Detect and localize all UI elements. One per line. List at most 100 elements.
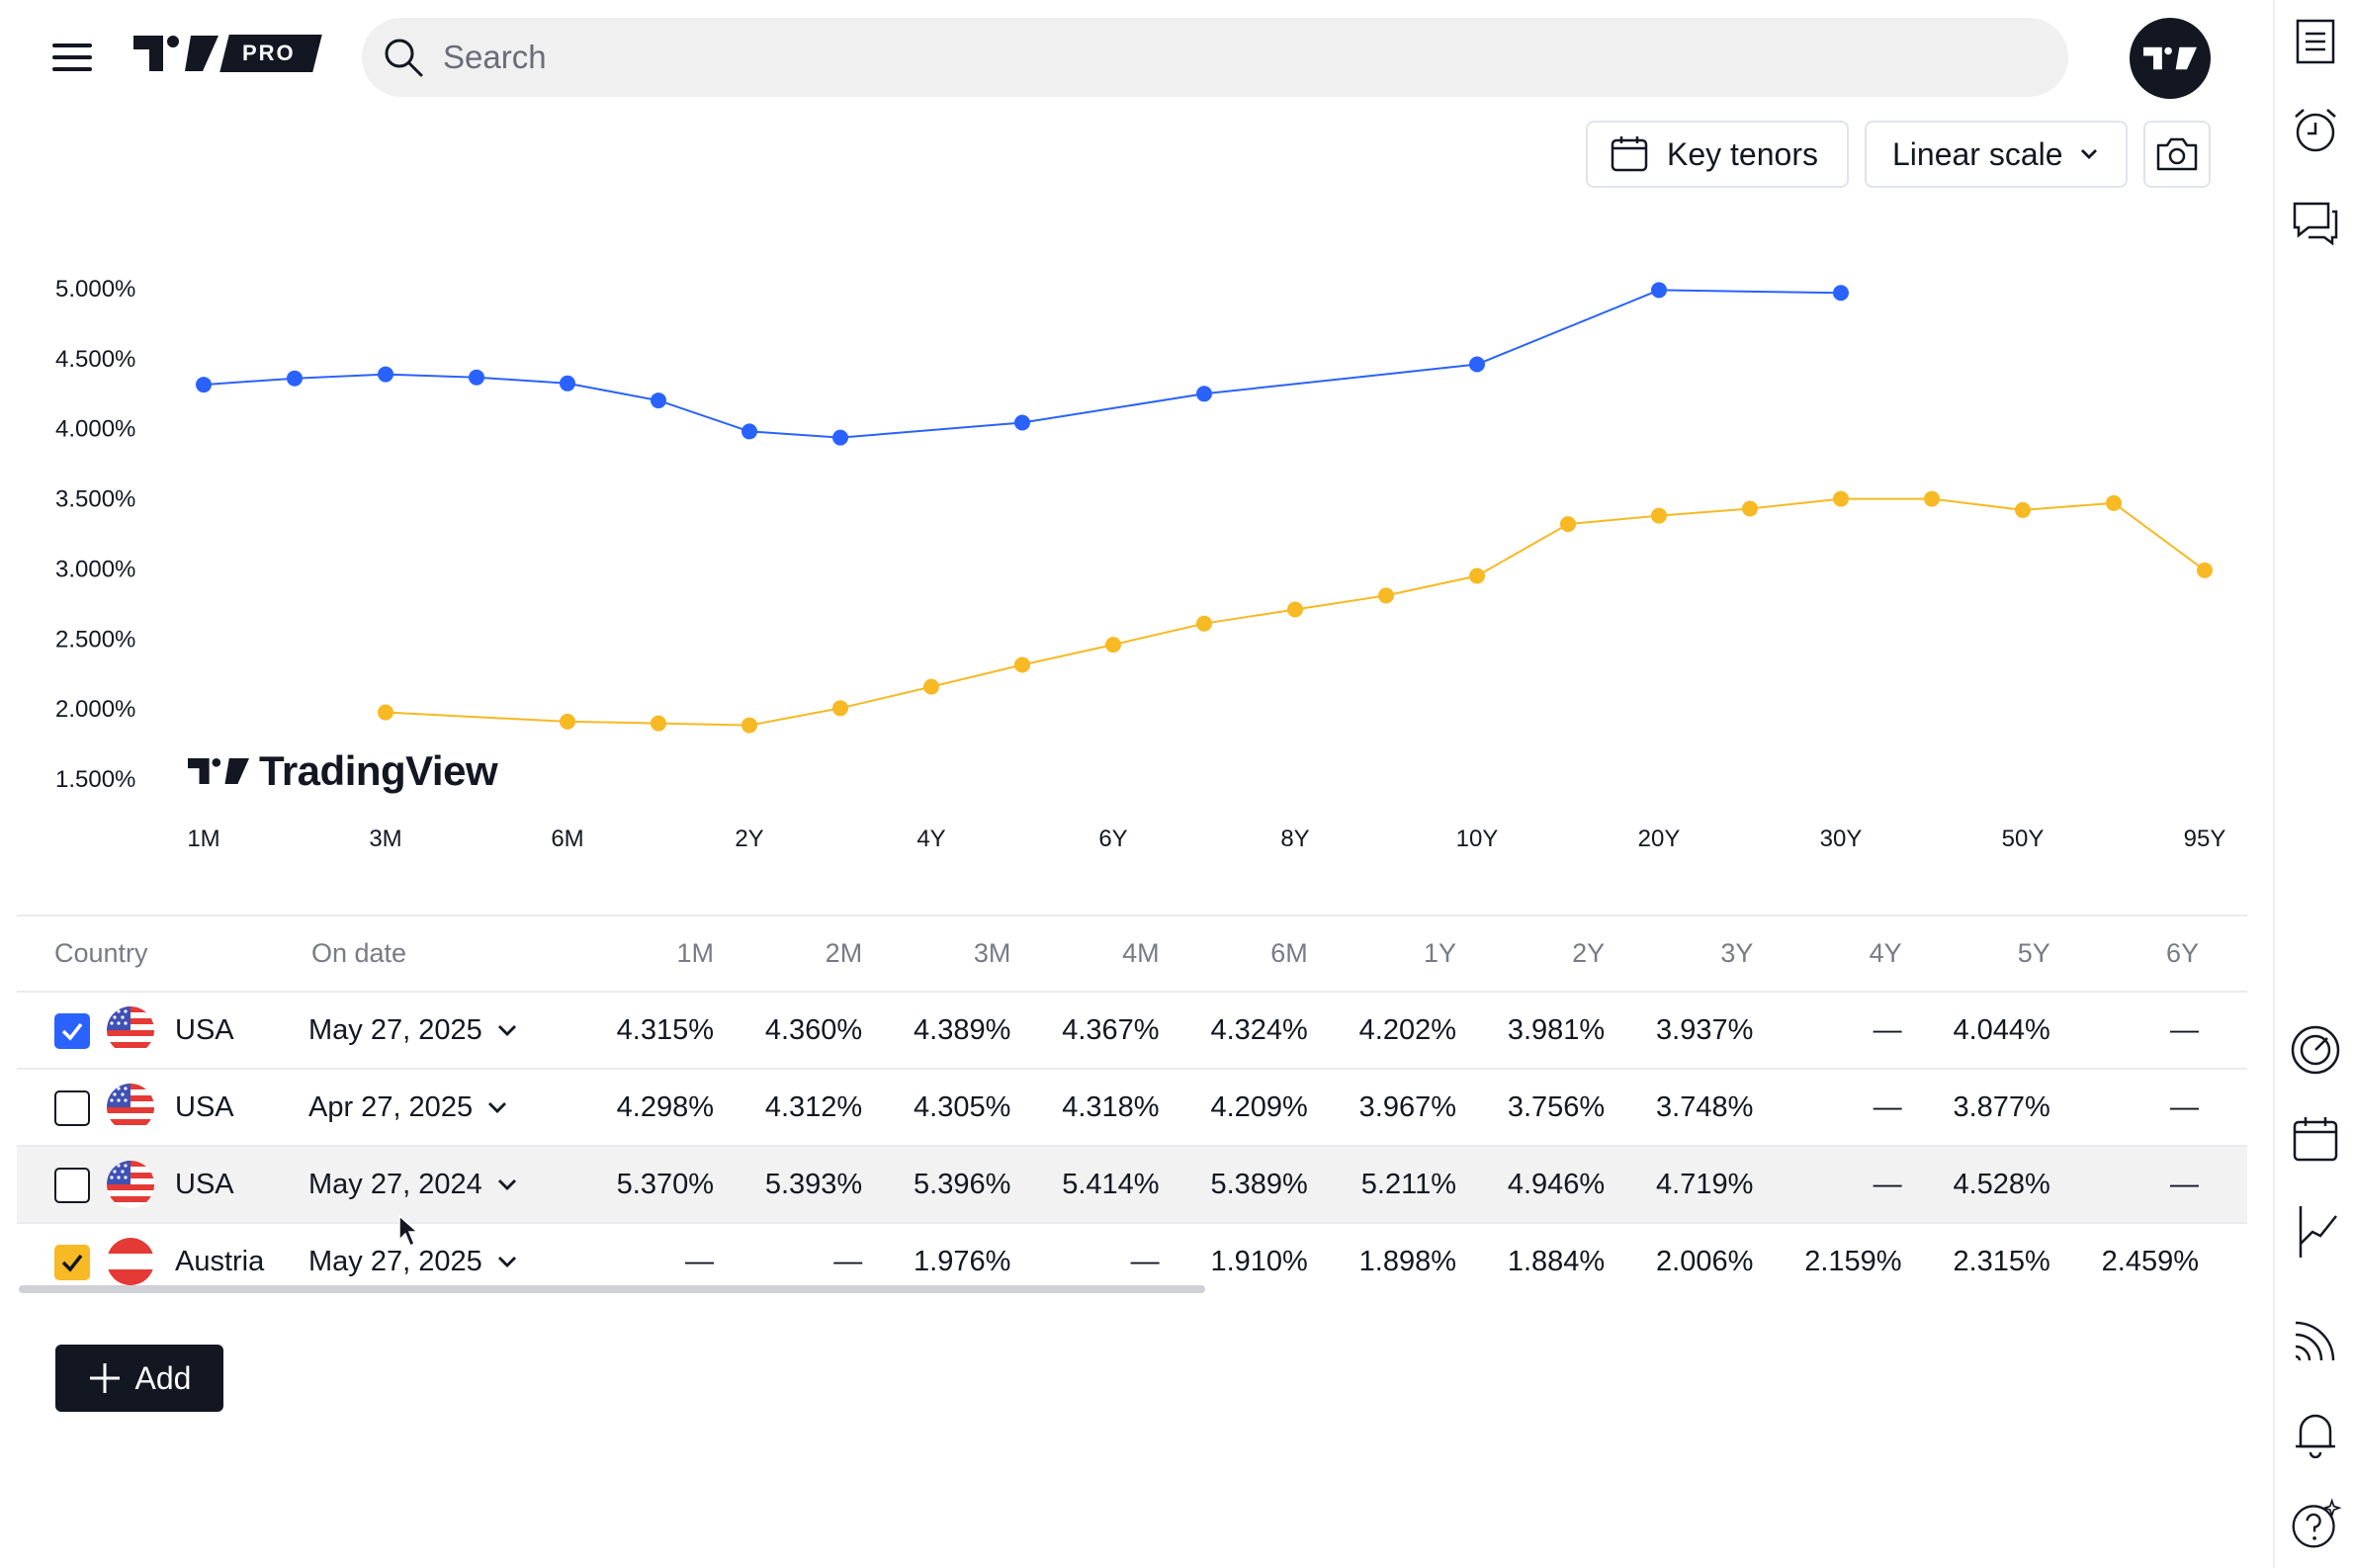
data-point[interactable]	[1014, 414, 1030, 431]
header-tenor[interactable]: 5Y	[2017, 938, 2050, 968]
data-point[interactable]	[651, 392, 666, 409]
row-checkbox[interactable]	[54, 1090, 90, 1126]
header-tenor[interactable]: 2Y	[1572, 938, 1606, 968]
data-point[interactable]	[378, 704, 393, 721]
yield-value: 5.370%	[616, 1168, 714, 1200]
user-avatar[interactable]	[2130, 18, 2211, 99]
data-point[interactable]	[2197, 562, 2213, 578]
header-tenor[interactable]: 4M	[1122, 938, 1160, 968]
data-point[interactable]	[2106, 494, 2122, 511]
data-point[interactable]	[1196, 615, 1212, 632]
trendline-icon[interactable]	[2290, 1206, 2341, 1258]
tradingview-watermark: TradingView	[188, 747, 498, 795]
broadcast-icon[interactable]	[2290, 1315, 2341, 1366]
data-point[interactable]	[832, 429, 848, 446]
data-point[interactable]	[1651, 507, 1667, 524]
table-row[interactable]: USA Apr 27, 2025 4.298% 4.312% 4.305% 4.318% 4…	[17, 1068, 2247, 1145]
tradingview-logo[interactable]: PRO	[133, 34, 322, 73]
data-point[interactable]	[1924, 490, 1940, 507]
horizontal-scrollbar[interactable]	[19, 1285, 1205, 1293]
data-point[interactable]	[741, 423, 757, 440]
key-tenors-button[interactable]: Key tenors	[1586, 121, 1849, 188]
data-point[interactable]	[560, 375, 575, 392]
data-point[interactable]	[378, 366, 393, 383]
header-tenor[interactable]: 3M	[973, 938, 1011, 968]
data-point[interactable]	[1651, 282, 1667, 299]
data-point[interactable]	[2015, 501, 2031, 518]
screenshot-button[interactable]	[2143, 121, 2211, 188]
row-checkbox[interactable]	[54, 1168, 90, 1203]
row-checkbox[interactable]	[54, 1013, 90, 1049]
date-selector[interactable]: May 27, 2025	[308, 1224, 518, 1299]
header-tenor[interactable]: 3Y	[1720, 938, 1754, 968]
search-input[interactable]	[443, 39, 1926, 76]
header-tenor[interactable]: 2M	[825, 938, 863, 968]
table-row[interactable]: USA May 27, 2024 5.370% 5.393% 5.396% 5.414% 5…	[17, 1145, 2247, 1222]
x-tick-label: 1M	[187, 826, 219, 852]
watchlist-icon[interactable]	[2290, 16, 2341, 67]
chat-icon[interactable]	[2290, 198, 2341, 249]
x-tick-label: 2Y	[735, 826, 763, 852]
alarm-clock-icon[interactable]	[2290, 105, 2341, 156]
date-selector[interactable]: May 27, 2025	[308, 993, 518, 1068]
scale-dropdown[interactable]: Linear scale	[1865, 121, 2128, 188]
header-tenor[interactable]: 1M	[676, 938, 714, 968]
data-point[interactable]	[287, 370, 303, 387]
date-value: Apr 27, 2025	[308, 1090, 474, 1123]
data-point[interactable]	[1742, 500, 1758, 517]
chevron-down-icon	[497, 1025, 516, 1036]
data-point[interactable]	[1469, 356, 1485, 373]
table-row[interactable]: USA May 27, 2025 4.315% 4.360% 4.389% 4.367% 4…	[17, 991, 2247, 1068]
header-on-date[interactable]: On date	[311, 938, 407, 968]
austria-flag-icon	[107, 1238, 154, 1285]
y-tick-label: 3.000%	[55, 556, 135, 582]
data-point[interactable]	[196, 377, 212, 393]
y-tick-label: 1.500%	[55, 766, 135, 793]
table-row[interactable]: Austria May 27, 2025 — — 1.976% — 1.910% 1.898%…	[17, 1222, 2247, 1299]
date-selector[interactable]: Apr 27, 2025	[308, 1070, 508, 1145]
yield-value: 4.360%	[764, 1013, 863, 1046]
data-point[interactable]	[560, 713, 575, 730]
x-axis: 1M 3M 6M 2Y 4Y 6Y 8Y 10Y 20Y 30Y 50Y 95Y	[187, 826, 2225, 852]
data-point[interactable]	[469, 369, 484, 386]
data-point[interactable]	[1105, 637, 1121, 653]
header-tenor[interactable]: 6M	[1270, 938, 1308, 968]
header-tenor[interactable]: 4Y	[1869, 938, 1902, 968]
yield-value: 4.528%	[1953, 1168, 2050, 1200]
yield-value: 1.910%	[1210, 1245, 1308, 1277]
yield-value: 3.756%	[1507, 1090, 1606, 1123]
bell-icon[interactable]	[2290, 1408, 2341, 1459]
data-point[interactable]	[1833, 285, 1849, 302]
date-selector[interactable]: May 27, 2024	[308, 1147, 518, 1222]
usa-flag-icon	[107, 1161, 154, 1208]
add-button[interactable]: Add	[55, 1345, 223, 1412]
data-point[interactable]	[923, 678, 939, 695]
calendar-icon[interactable]	[2290, 1113, 2341, 1165]
y-tick-label: 5.000%	[55, 276, 135, 303]
data-point[interactable]	[651, 715, 666, 732]
yield-value: 4.298%	[616, 1090, 714, 1123]
data-point[interactable]	[1287, 601, 1303, 618]
data-point[interactable]	[1014, 656, 1030, 673]
search-bar[interactable]	[362, 18, 2068, 97]
header-country[interactable]: Country	[54, 938, 148, 968]
help-icon[interactable]	[2290, 1498, 2341, 1550]
yield-value: 3.937%	[1656, 1013, 1754, 1046]
data-point[interactable]	[1196, 386, 1212, 402]
data-point[interactable]	[1469, 567, 1485, 584]
yield-value: 5.414%	[1062, 1168, 1160, 1200]
data-point[interactable]	[1833, 490, 1849, 507]
speedometer-icon[interactable]	[2290, 1024, 2341, 1076]
x-tick-label: 6M	[551, 826, 583, 852]
header-tenor[interactable]: 6Y	[2165, 938, 2199, 968]
yield-value: 5.389%	[1210, 1168, 1308, 1200]
data-point[interactable]	[741, 717, 757, 734]
data-point[interactable]	[1378, 587, 1394, 604]
menu-icon[interactable]	[52, 44, 92, 71]
row-checkbox[interactable]	[54, 1245, 90, 1280]
data-point[interactable]	[832, 700, 848, 717]
tv-watermark-icon	[188, 758, 249, 784]
data-point[interactable]	[1560, 516, 1576, 533]
yield-value: —	[1873, 1168, 1902, 1200]
header-tenor[interactable]: 1Y	[1423, 938, 1456, 968]
